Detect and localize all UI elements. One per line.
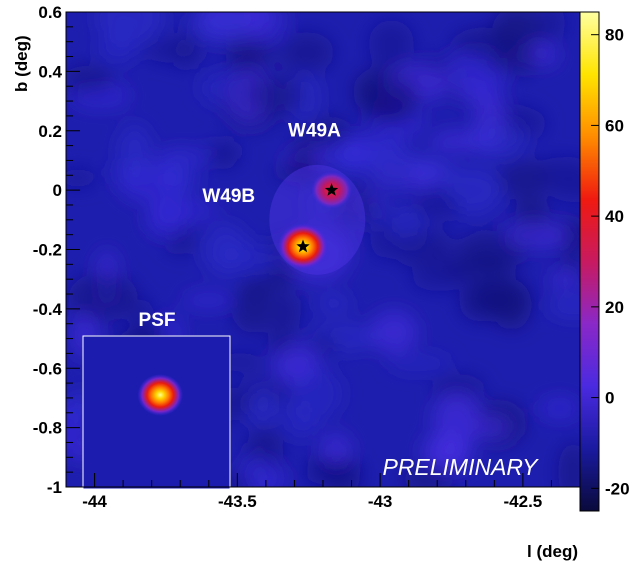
fluctuation-patch [421,432,469,466]
y-axis-title: b (deg) [12,35,31,92]
y-axis: 0.6 0.4 0.2 0 -0.2 -0.4 -0.6 -0.8 -1 [33,3,80,497]
background-fluctuations [66,12,580,487]
fluctuation-patch [182,291,234,309]
fluctuation-patch [387,354,452,372]
fluctuation-patch [452,28,521,60]
x-tick-label: -43 [368,492,393,511]
fluctuation-patch [308,334,341,352]
y-tick-label: 0 [53,181,62,200]
fluctuation-patch [283,404,320,440]
psf-source [137,374,184,416]
colorbar-tick-label: -20 [605,479,630,498]
fluctuation-patch [465,279,530,317]
fluctuation-patch [117,124,152,181]
fluctuation-patch [432,375,485,401]
source-markers [296,183,339,253]
y-tick-label: -0.8 [33,419,62,438]
fluctuation-patch [539,396,580,420]
colorbar-tick-label: 20 [605,298,624,317]
y-tick-label: 0.4 [38,62,62,81]
y-tick-label: -0.2 [33,241,62,260]
fluctuation-patch [496,158,550,200]
fluctuation-patch [305,461,362,486]
colorbar-tick-label: 0 [605,389,614,408]
psf-blob [137,374,184,416]
fluctuation-patch [67,273,138,321]
y-tick-label: -0.6 [33,359,62,378]
fluctuation-patch [546,174,580,202]
y-tick-label: 0.6 [38,3,62,22]
source-label-w49b: W49B [202,186,255,207]
source-labels: W49A W49B [202,121,341,207]
fluctuation-patch [280,32,334,74]
fluctuation-patch [505,222,571,249]
fluctuation-patch [549,270,580,289]
star-marker-w49b [296,239,310,253]
fluctuation-patch [66,168,97,188]
x-axis-title: l (deg) [527,542,578,561]
fluctuation-patch [247,384,279,427]
colorbar-tick-label: 80 [605,26,624,45]
y-tick-label: -0.4 [33,300,63,319]
fluctuation-patch [558,442,580,487]
fluctuation-patch [321,433,352,466]
colorbar-tick-label: 60 [605,116,624,135]
fluctuation-patch [96,12,164,46]
fluctuation-patch [268,325,294,356]
fluctuation-patch [316,293,351,314]
fluctuation-patch [66,65,115,94]
fluctuation-patch [370,310,418,354]
fluctuation-patch [393,228,454,268]
fluctuation-patch [538,12,566,42]
fluctuation-patch [242,277,283,294]
fluctuation-patch [273,291,301,332]
colorbar-gradient [579,11,600,512]
fluctuation-patch [411,190,461,221]
fluctuation-patch [360,76,421,126]
fluctuation-patch [547,293,580,318]
gamma-ray-sources [269,164,366,275]
fluctuation-patch [249,74,306,116]
fluctuation-patch [441,259,469,279]
fluctuation-patch [189,12,252,43]
fluctuation-patch [368,20,415,68]
x-tick-label: -44 [82,492,107,511]
source-label-w49a: W49A [288,121,341,142]
fluctuation-patch [231,281,275,334]
y-tick-label: -1 [47,478,62,497]
colorbar-tick-label: 40 [605,207,624,226]
psf-inset [82,335,231,490]
x-axis: -44 -43.5 -43 -42.5 [65,473,581,511]
fluctuation-patch [486,50,541,74]
fluctuation-patch [369,139,416,192]
fluctuation-patch [145,203,188,238]
preliminary-annotation: PRELIMINARY [382,454,539,480]
fluctuation-patch [209,141,240,167]
colorbar-ticks: 80 60 40 20 0 -20 [591,26,630,498]
fluctuation-patch [143,36,200,63]
star-marker-w49a [324,183,339,196]
fluctuation-patch [402,466,453,487]
fluctuation-patch [473,118,528,160]
y-tick-label: 0.2 [38,122,62,141]
fluctuation-patch [220,243,284,273]
x-tick-label: -42.5 [504,492,543,511]
plot-area [66,12,580,487]
fluctuation-patch [470,415,511,439]
x-tick-label: -43.5 [218,492,257,511]
psf-label: PSF [139,310,176,331]
fluctuation-patch [306,116,351,150]
colorbar: 80 60 40 20 0 -20 [579,11,630,512]
